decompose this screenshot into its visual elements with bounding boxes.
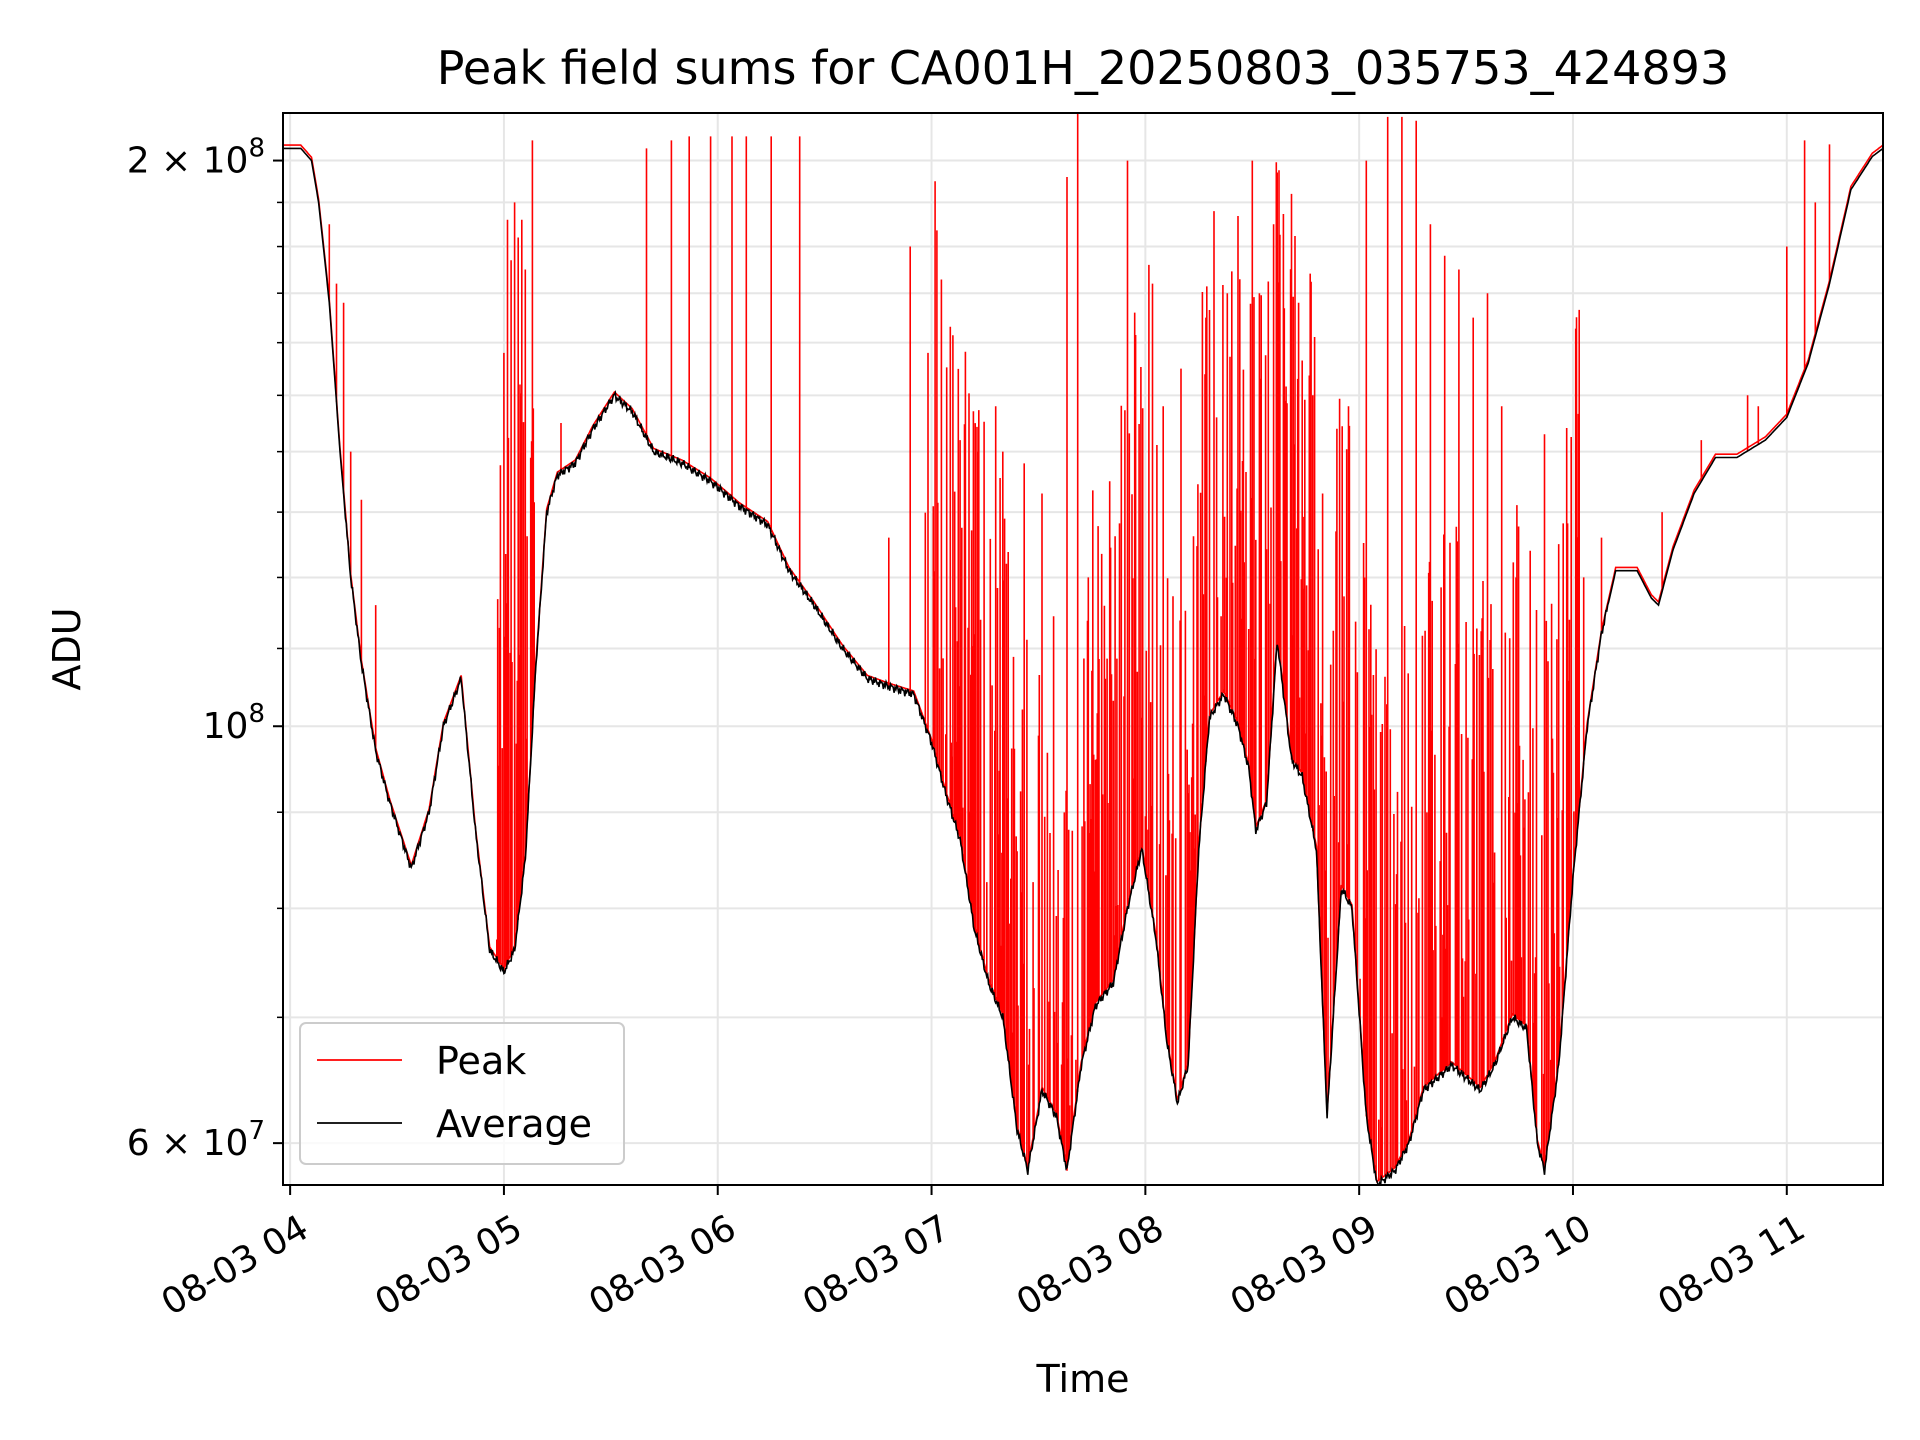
chart-title: Peak field sums for CA001H_20250803_0357… (437, 41, 1729, 95)
x-axis-label: Time (1036, 1357, 1130, 1401)
y-axis-label: ADU (45, 607, 89, 690)
legend-peak-label: Peak (436, 1039, 526, 1083)
legend: Peak Average (299, 1022, 625, 1165)
legend-box (299, 1022, 625, 1165)
y-tick-label: 6 × 107 (127, 1116, 265, 1164)
average-series-line (283, 147, 1883, 1185)
legend-average-label: Average (436, 1102, 592, 1146)
y-tick-label: 2 × 108 (127, 134, 265, 182)
y-axis: 6 × 107 108 2 × 108 (127, 134, 283, 1164)
y-tick-label: 108 (203, 699, 265, 747)
peak-series-line (283, 113, 1883, 1184)
